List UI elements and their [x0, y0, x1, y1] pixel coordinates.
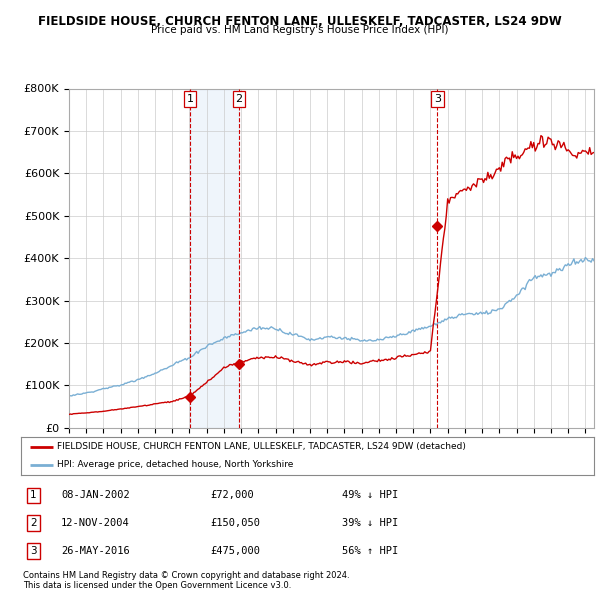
Text: 1: 1 [187, 94, 194, 104]
Text: 39% ↓ HPI: 39% ↓ HPI [342, 518, 398, 528]
Text: FIELDSIDE HOUSE, CHURCH FENTON LANE, ULLESKELF, TADCASTER, LS24 9DW (detached): FIELDSIDE HOUSE, CHURCH FENTON LANE, ULL… [57, 442, 466, 451]
Text: FIELDSIDE HOUSE, CHURCH FENTON LANE, ULLESKELF, TADCASTER, LS24 9DW: FIELDSIDE HOUSE, CHURCH FENTON LANE, ULL… [38, 15, 562, 28]
Text: 08-JAN-2002: 08-JAN-2002 [61, 490, 130, 500]
Text: £475,000: £475,000 [210, 546, 260, 556]
Text: 3: 3 [30, 546, 37, 556]
Text: Price paid vs. HM Land Registry's House Price Index (HPI): Price paid vs. HM Land Registry's House … [151, 25, 449, 35]
Text: This data is licensed under the Open Government Licence v3.0.: This data is licensed under the Open Gov… [23, 581, 291, 589]
Text: Contains HM Land Registry data © Crown copyright and database right 2024.: Contains HM Land Registry data © Crown c… [23, 571, 349, 579]
Text: 2: 2 [30, 518, 37, 528]
Text: 49% ↓ HPI: 49% ↓ HPI [342, 490, 398, 500]
Text: 26-MAY-2016: 26-MAY-2016 [61, 546, 130, 556]
Bar [190, 88, 239, 428]
Text: 56% ↑ HPI: 56% ↑ HPI [342, 546, 398, 556]
Text: 2: 2 [235, 94, 242, 104]
Text: HPI: Average price, detached house, North Yorkshire: HPI: Average price, detached house, Nort… [57, 460, 293, 469]
Text: 12-NOV-2004: 12-NOV-2004 [61, 518, 130, 528]
Text: 1: 1 [30, 490, 37, 500]
Text: 3: 3 [434, 94, 441, 104]
Text: £150,050: £150,050 [210, 518, 260, 528]
Text: £72,000: £72,000 [210, 490, 254, 500]
